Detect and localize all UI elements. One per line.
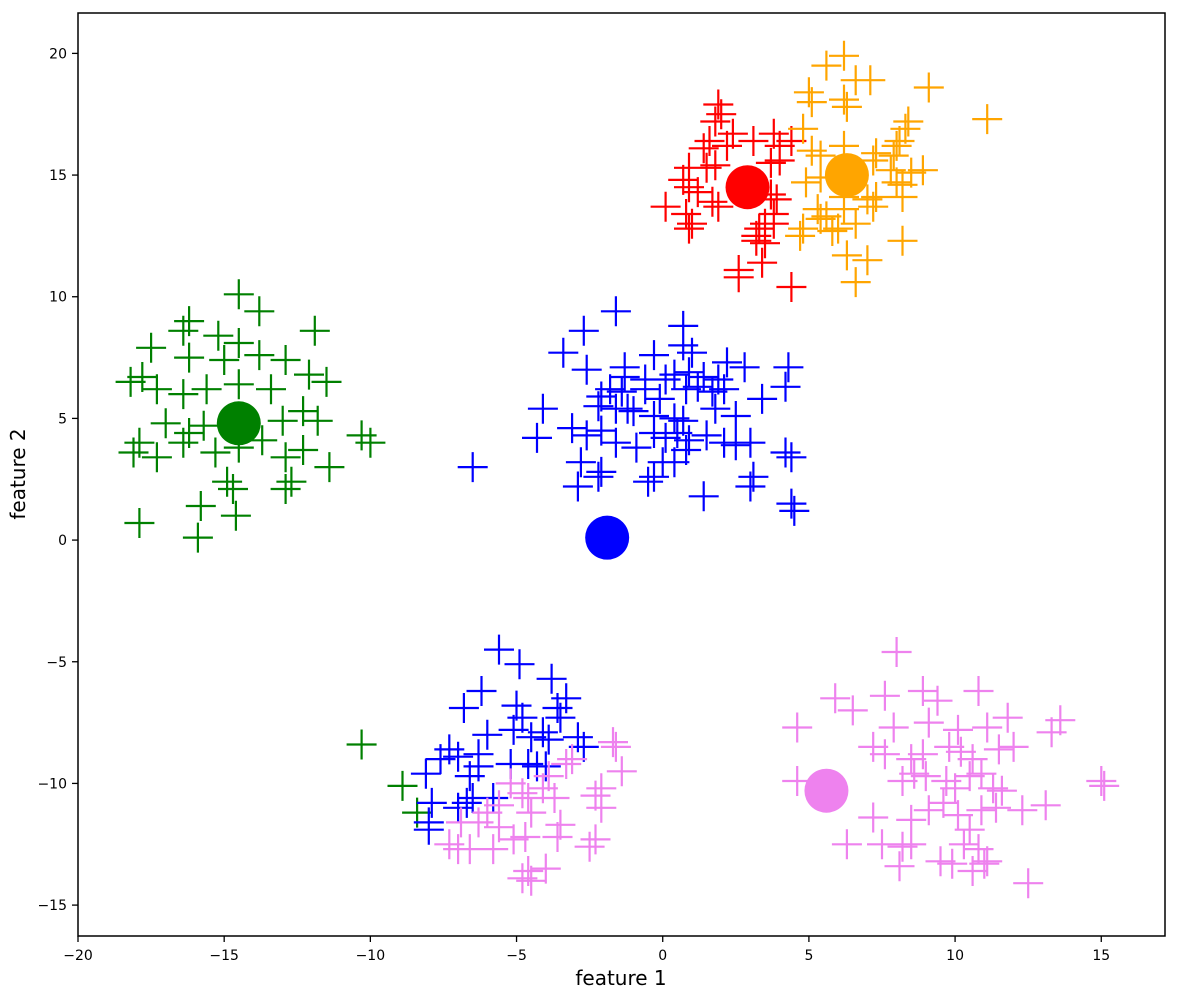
y-tick-label: 5 [58, 411, 67, 427]
y-axis-label: feature 2 [6, 428, 30, 519]
axes-border [77, 12, 1166, 937]
x-tick-label: 10 [946, 948, 964, 964]
cluster-violet [434, 637, 1120, 899]
x-tick-label: 15 [1092, 948, 1110, 964]
y-tick-label: 10 [49, 290, 67, 306]
cluster-orange [785, 40, 1003, 298]
x-tick-label: −20 [63, 948, 93, 964]
x-tick-label: −15 [209, 948, 239, 964]
centroid-red [725, 165, 770, 210]
data-points [410, 296, 810, 845]
centroid-blue [585, 515, 630, 560]
y-tick-label: 0 [58, 533, 67, 549]
centroid-green [216, 401, 261, 446]
data-points [434, 637, 1120, 899]
data-points [785, 40, 1003, 298]
y-tick-label: −10 [37, 776, 67, 792]
cluster-blue [410, 296, 810, 845]
plot-content: −20 −15 −10 −5 0 5 10 15 −15 −10 −5 0 5 10 15 20 [37, 40, 1120, 964]
y-tick-label: 20 [49, 46, 67, 62]
x-tick-label: 0 [658, 948, 667, 964]
x-tick-label: −5 [506, 948, 527, 964]
x-tick-label: −10 [356, 948, 386, 964]
y-tick-label: 15 [49, 168, 67, 184]
centroid-orange [824, 153, 869, 198]
centroid-violet [804, 768, 849, 813]
y-tick-label: −15 [37, 898, 67, 914]
cluster-green [115, 279, 433, 828]
x-axis-label: feature 1 [575, 966, 666, 990]
y-tick-label: −5 [46, 655, 67, 671]
x-tick-label: 5 [804, 948, 813, 964]
data-points [115, 279, 433, 828]
data-points [650, 89, 807, 302]
cluster-red [650, 89, 807, 302]
